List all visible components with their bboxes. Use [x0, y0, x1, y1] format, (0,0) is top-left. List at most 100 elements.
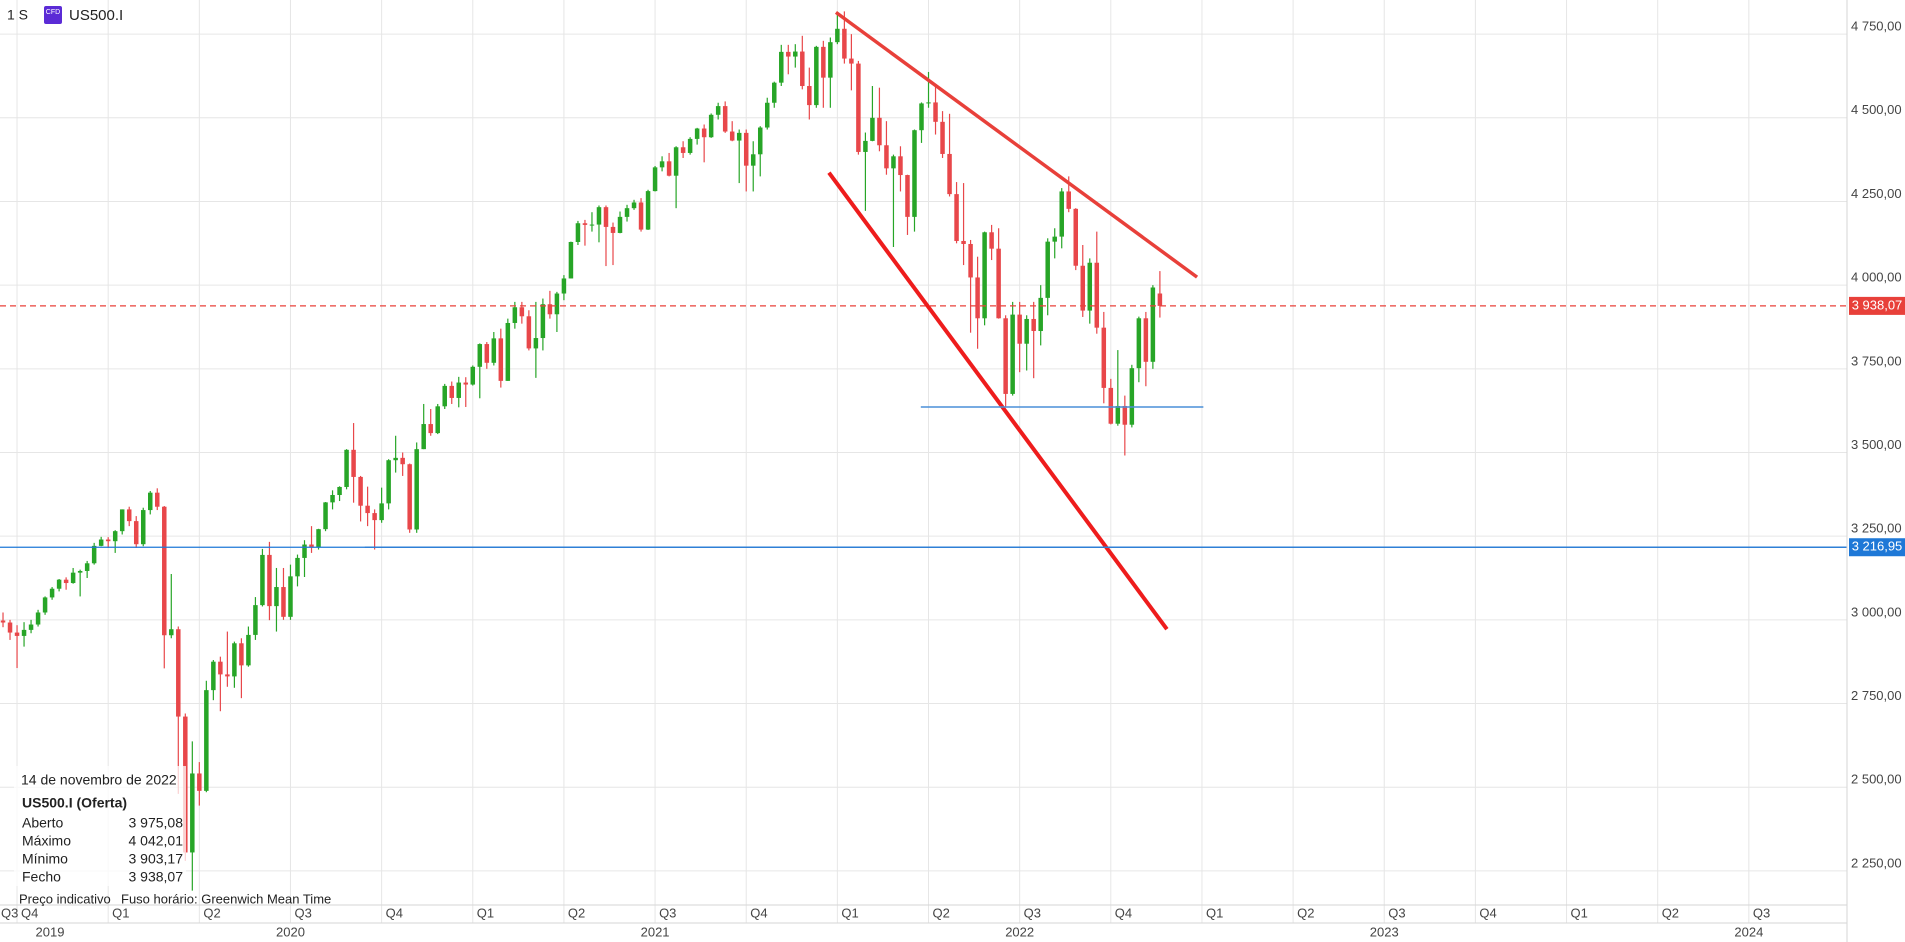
price-label: 3 216,95	[1852, 539, 1903, 554]
candle-body	[687, 138, 693, 153]
candle-body	[1094, 262, 1100, 328]
candle-body	[526, 316, 532, 349]
candle-body	[540, 304, 546, 339]
candle-body	[933, 102, 938, 122]
candle-body	[870, 117, 875, 141]
candle-body	[197, 773, 202, 791]
candle-body	[743, 132, 749, 166]
x-tick-label: Q1	[1571, 905, 1588, 920]
y-tick-label: 4 000,00	[1851, 270, 1902, 285]
candle-body	[302, 544, 307, 558]
candle-body	[596, 207, 602, 225]
candle-body	[757, 127, 763, 155]
candle-body	[982, 232, 987, 319]
candle-body	[204, 690, 209, 791]
candle-body	[975, 277, 980, 319]
x-tick-label: Q2	[1662, 905, 1679, 920]
candle-body	[63, 579, 69, 584]
y-tick-label: 3 000,00	[1851, 604, 1902, 619]
candle-body	[849, 58, 854, 64]
candle-body	[1143, 318, 1149, 362]
x-tick-label: Q3	[1, 905, 18, 920]
candle-body	[947, 153, 952, 195]
candle-body	[281, 587, 286, 617]
y-tick-label: 3 250,00	[1851, 521, 1902, 536]
year-label: 2020	[276, 924, 305, 939]
symbol[interactable]: US500.I	[69, 7, 123, 24]
candle-body	[386, 460, 391, 504]
candle-body	[126, 509, 132, 522]
candle-body	[989, 232, 994, 249]
info-date: 14 de novembro de 2022	[21, 772, 177, 788]
candle-body	[793, 51, 798, 57]
candle-body	[400, 457, 405, 465]
candle-body	[35, 612, 41, 625]
candle-body	[14, 632, 20, 636]
candle-body	[666, 161, 672, 176]
candle-body	[393, 457, 398, 461]
x-tick-label: Q3	[1024, 905, 1041, 920]
candle-body	[1073, 208, 1079, 266]
candle-body	[568, 241, 574, 279]
candle-body	[49, 588, 55, 598]
candle-body	[680, 147, 686, 153]
price-label: 3 938,07	[1852, 297, 1903, 312]
candle-body	[891, 156, 896, 169]
candle-body	[176, 629, 181, 717]
info-value: 3 938,07	[129, 869, 184, 885]
candle-body	[996, 248, 1001, 319]
x-tick-label: Q1	[841, 905, 858, 920]
candle-body	[337, 486, 342, 496]
candle-body	[1066, 191, 1071, 209]
candle-body	[0, 620, 6, 623]
year-label: 2019	[36, 924, 65, 939]
info-title: US500.I (Oferta)	[22, 795, 127, 811]
candle-body	[631, 202, 637, 209]
candle-body	[1003, 318, 1008, 394]
info-rows: Aberto 3 975,08 Máximo 4 042,01 Mínimo 3 903,…	[22, 815, 183, 885]
candle-body	[330, 495, 335, 503]
candle-body	[863, 140, 868, 152]
candle-body	[246, 634, 251, 666]
candle-body	[1157, 293, 1163, 306]
x-tick-label: Q4	[1115, 905, 1132, 920]
candle-body	[736, 132, 742, 141]
candle-body	[239, 643, 244, 666]
candle-body	[140, 510, 146, 545]
candle-body	[1101, 327, 1107, 388]
candle-body	[800, 51, 805, 87]
x-tick-label: Q2	[1297, 905, 1314, 920]
candle-body	[267, 554, 272, 607]
candle-body	[617, 216, 623, 233]
candle-body	[463, 382, 469, 385]
x-tick-label: Q3	[1388, 905, 1405, 920]
candle-body	[225, 674, 230, 677]
candle-body	[477, 344, 483, 367]
candle-body	[1122, 405, 1128, 425]
candle-body	[807, 86, 812, 106]
interval[interactable]: 1 S	[7, 7, 28, 23]
candle-body	[428, 424, 433, 434]
x-tick-label: Q4	[750, 905, 767, 920]
candle-body	[554, 293, 560, 315]
candle-body	[701, 128, 707, 138]
candle-body	[484, 344, 490, 363]
y-tick-label: 3 750,00	[1851, 353, 1902, 368]
candle-body	[1024, 318, 1029, 344]
candle-body	[56, 579, 62, 589]
candle-body	[1115, 405, 1121, 424]
candle-body	[1087, 262, 1093, 311]
candle-body	[105, 539, 111, 542]
cfd-icon-text: CFD	[46, 9, 60, 16]
footer-note: Preço indicativo	[19, 891, 111, 906]
candle-body	[449, 385, 454, 398]
candle-body	[842, 28, 847, 59]
y-tick-label: 2 250,00	[1851, 855, 1902, 870]
candle-body	[1059, 191, 1064, 237]
candle-body	[169, 629, 174, 636]
info-value: 3 975,08	[129, 815, 184, 831]
candle-body	[379, 503, 384, 521]
candle-body	[421, 424, 426, 450]
info-value: 4 042,01	[129, 833, 184, 849]
candle-body	[589, 224, 595, 226]
